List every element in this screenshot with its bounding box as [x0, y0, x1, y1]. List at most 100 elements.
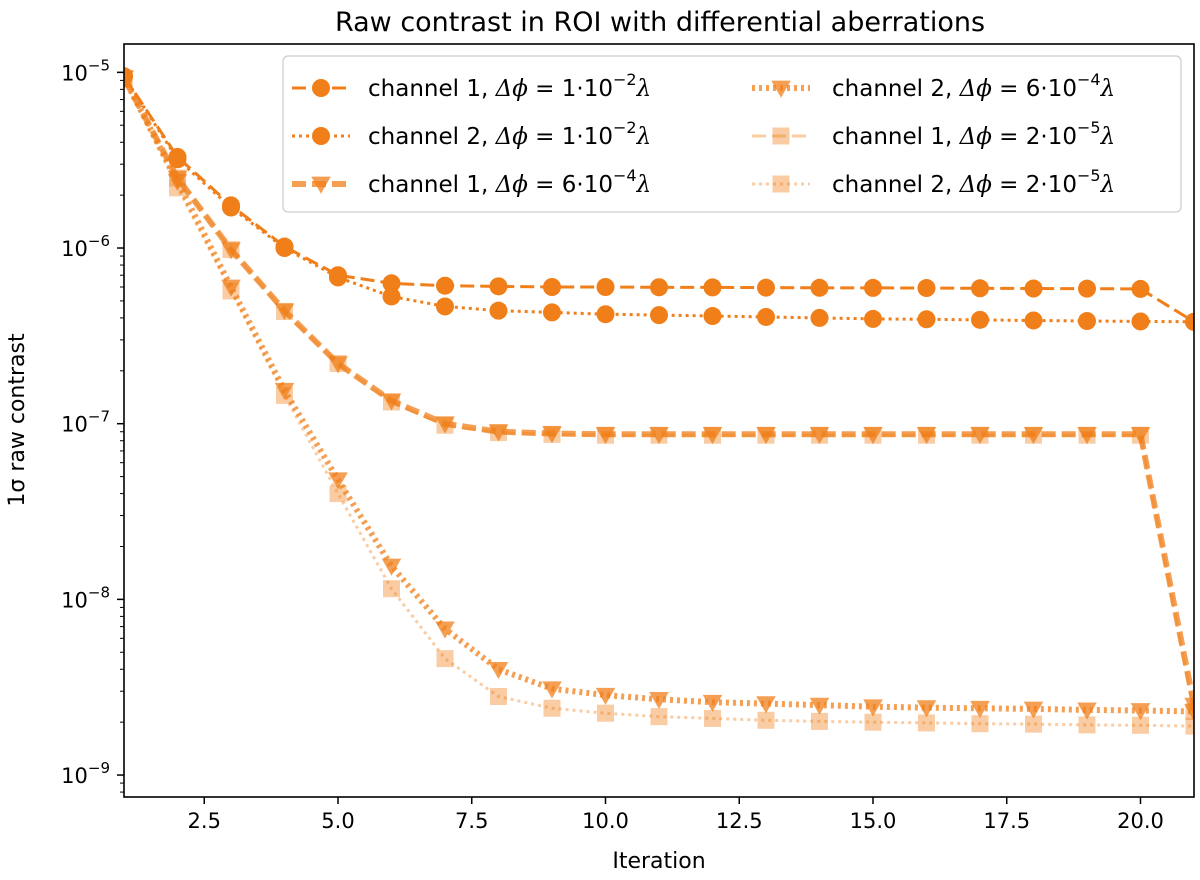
data-point — [169, 169, 186, 187]
data-point — [542, 681, 562, 699]
data-point — [649, 691, 669, 710]
legend-label: channel 2, Δϕ = 6·10−4λ — [832, 70, 1115, 102]
data-point — [276, 386, 293, 404]
data-point — [381, 558, 402, 576]
data-point — [1078, 716, 1096, 734]
data-point — [1132, 716, 1149, 734]
legend: channel 1, Δϕ = 1·10−2λ channel 2, Δϕ = 1… — [282, 55, 1182, 213]
data-point — [221, 279, 241, 297]
data-point — [328, 472, 348, 490]
legend-marker — [311, 176, 331, 194]
data-point — [810, 308, 829, 327]
data-point — [1132, 426, 1149, 444]
data-point — [811, 712, 828, 730]
data-point — [274, 382, 295, 401]
data-point — [917, 310, 936, 329]
series-6 — [124, 70, 1194, 735]
data-point — [1077, 702, 1097, 720]
data-point — [435, 621, 455, 639]
data-point — [436, 416, 454, 434]
y-tick-label: 10−8 — [61, 583, 110, 612]
data-point — [703, 307, 722, 326]
data-point — [276, 303, 293, 321]
legend-label: channel 2, Δϕ = 1·10−2λ — [368, 118, 651, 150]
legend-label: channel 1, Δϕ = 6·10−4λ — [368, 166, 651, 198]
data-point — [918, 426, 935, 444]
legend-entry-3: channel 1, Δϕ = 6·10−4λ — [292, 166, 651, 198]
data-point — [597, 426, 614, 444]
series-5 — [124, 70, 1194, 721]
data-point — [221, 242, 241, 260]
data-point — [1130, 703, 1151, 721]
legend-entry-5: channel 1, Δϕ = 2·10−5λ — [752, 118, 1115, 150]
data-point — [1023, 426, 1044, 445]
data-point — [650, 426, 668, 444]
data-point — [756, 426, 776, 445]
data-point — [811, 426, 828, 444]
data-point — [329, 268, 347, 287]
data-point — [383, 580, 400, 598]
data-point — [757, 278, 775, 297]
legend-box — [282, 55, 1182, 213]
x-tick-label: 17.5 — [983, 809, 1030, 833]
data-point — [595, 426, 616, 445]
data-point — [124, 70, 133, 88]
data-point — [436, 650, 454, 668]
data-point — [436, 276, 454, 295]
data-point — [757, 711, 775, 729]
data-point — [488, 661, 509, 680]
y-axis: 10−9 10−8 10−7 10−6 10−5 — [61, 56, 124, 793]
legend-marker — [772, 127, 790, 145]
x-tick-label: 15.0 — [850, 809, 897, 833]
data-point — [1185, 703, 1194, 721]
series-4 — [124, 70, 1194, 722]
data-point — [543, 303, 561, 322]
data-point — [1024, 311, 1043, 330]
series-line — [124, 77, 1194, 712]
data-point — [383, 393, 400, 411]
data-point — [597, 704, 614, 722]
data-point — [542, 426, 562, 444]
data-point — [329, 355, 347, 373]
data-point — [971, 310, 989, 329]
legend-entry-1: channel 1, Δϕ = 1·10−2λ — [292, 70, 651, 102]
data-point — [917, 279, 936, 298]
data-point — [543, 699, 561, 717]
data-point — [864, 309, 882, 328]
data-point — [436, 297, 454, 316]
data-point — [1184, 704, 1194, 722]
x-axis: 2.5 5.0 7.5 10.0 12.5 15.0 17.5 20.0 — [188, 797, 1164, 833]
data-point — [970, 700, 990, 719]
data-point — [490, 687, 507, 705]
data-point — [167, 173, 188, 192]
legend-entry-6: channel 2, Δϕ = 2·10−5λ — [752, 166, 1115, 198]
data-point — [381, 393, 402, 411]
data-point — [222, 282, 240, 300]
data-point — [169, 179, 186, 197]
legend-marker — [772, 175, 790, 193]
data-point — [274, 303, 295, 321]
data-point — [222, 241, 240, 259]
data-point — [864, 426, 882, 444]
data-point — [124, 70, 134, 88]
series-line — [124, 78, 1194, 728]
x-tick-label: 2.5 — [188, 809, 221, 833]
legend-label: channel 2, Δϕ = 2·10−5λ — [832, 166, 1115, 198]
data-point — [649, 426, 669, 445]
series-2 — [124, 67, 1194, 331]
data-point — [1025, 426, 1042, 444]
data-point — [704, 709, 721, 727]
data-point — [703, 278, 722, 297]
data-point — [596, 277, 615, 296]
data-point — [650, 278, 668, 297]
data-point — [1185, 717, 1194, 735]
y-tick-label: 10−7 — [61, 408, 110, 437]
x-tick-label: 20.0 — [1117, 809, 1164, 833]
data-point — [756, 696, 776, 714]
data-point — [704, 426, 721, 444]
data-point — [1078, 279, 1096, 298]
data-point — [543, 277, 561, 296]
data-point — [488, 424, 509, 442]
data-point — [970, 426, 990, 445]
